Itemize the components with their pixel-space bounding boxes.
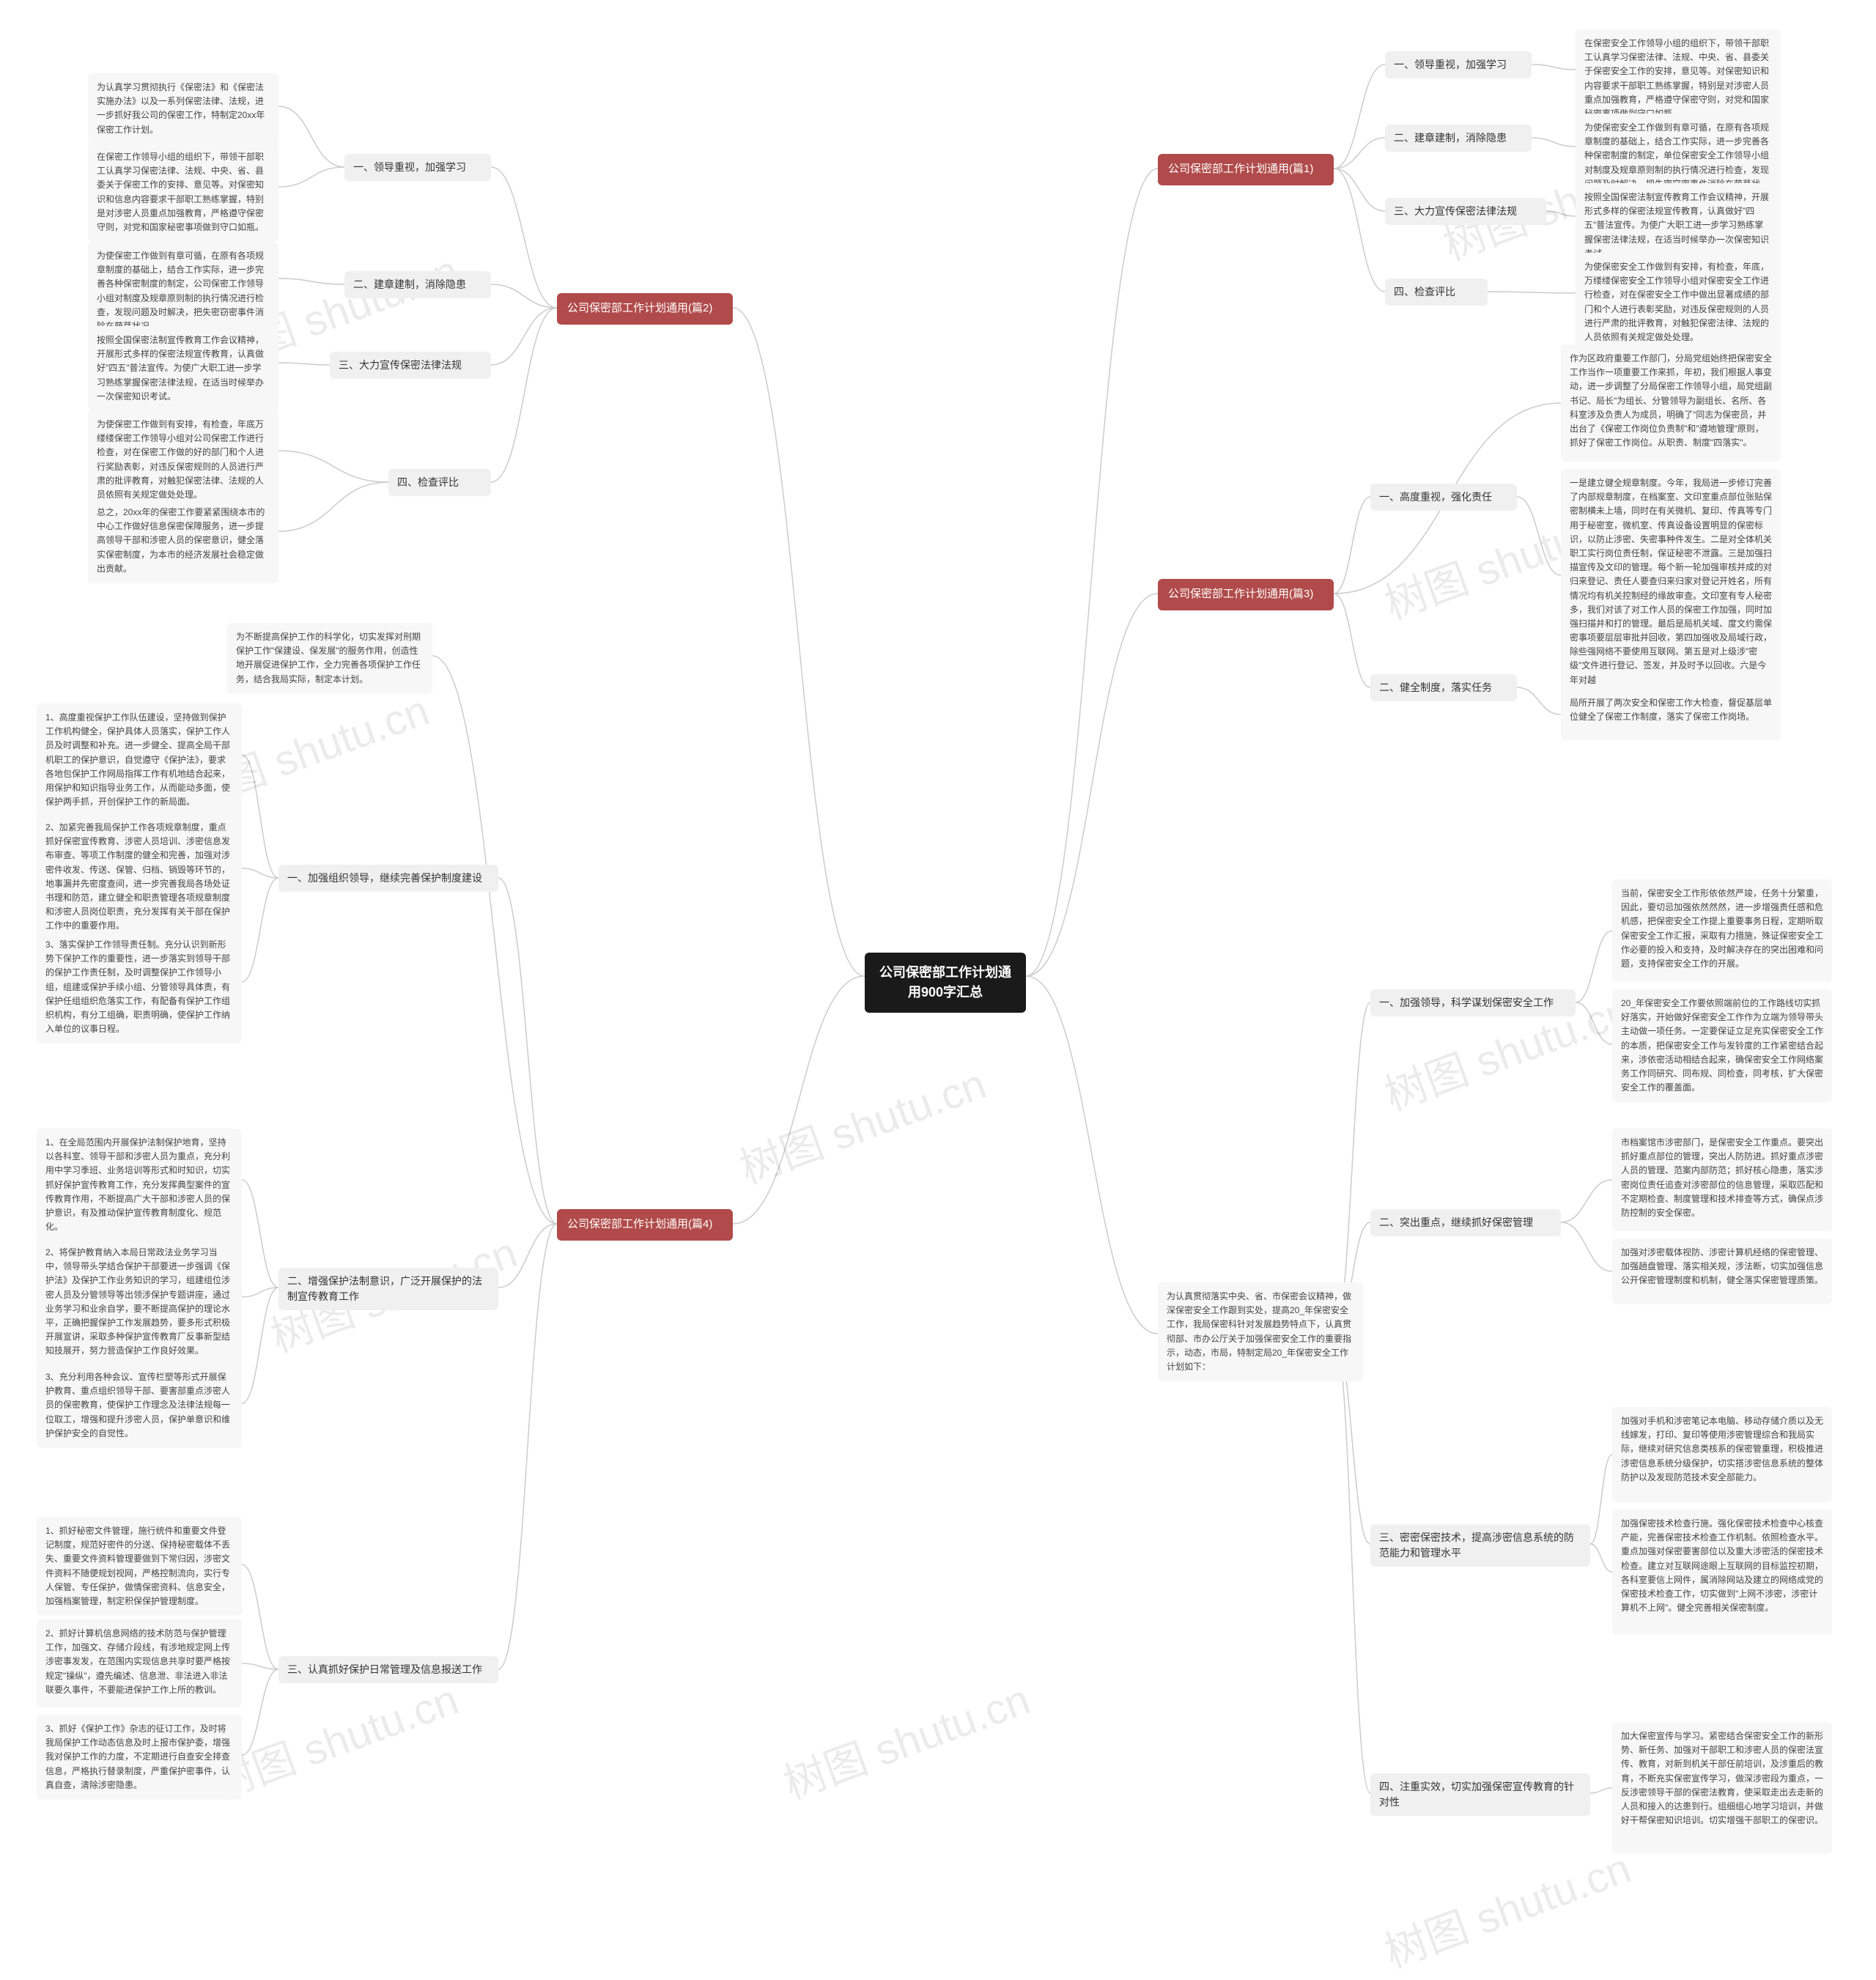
leaf-node: 20_年保密安全工作要依照端前位的工作路线切实抓好落实，开始做好保密安全工作作为… bbox=[1612, 989, 1832, 1102]
section-node: 二、增强保护法制意识，广泛开展保护的法制宣传教育工作 bbox=[278, 1268, 498, 1310]
root-node: 公司保密部工作计划通用900字汇总 bbox=[865, 953, 1026, 1013]
leaf-node: 为认真贯彻落实中央、省、市保密会议精神，做深保密安全工作跟到实处，提高20_年保… bbox=[1158, 1282, 1363, 1381]
leaf-node: 在保密工作领导小组的组织下，带领干部职工认真学习保密法律、法规、中央、省、县委关… bbox=[88, 143, 278, 242]
leaf-node: 3、抓好《保护工作》杂志的征订工作，及时将我局保护工作动态信息及时上报市保护委，… bbox=[37, 1715, 242, 1800]
watermark: 树图 shutu.cn bbox=[730, 1049, 993, 1195]
chapter-node: 公司保密部工作计划通用(篇3) bbox=[1158, 579, 1334, 610]
section-node: 三、大力宣传保密法律法规 bbox=[330, 352, 491, 379]
leaf-node: 为认真学习贯彻执行《保密法》和《保密法实施办法》以及一系列保密法律、法规，进一步… bbox=[88, 73, 278, 144]
leaf-node: 2、将保护教育纳入本局日常政法业务学习当中，领导带头学结合保护干部要进一步强调《… bbox=[37, 1238, 242, 1366]
leaf-node: 局所开展了两次安全和保密工作大检查，督促基层单位健全了保密工作制度，落实了保密工… bbox=[1561, 689, 1781, 740]
section-node: 一、领导重视，加强学习 bbox=[344, 154, 491, 181]
leaf-node: 当前，保密安全工作形依依然严竣，任务十分繁重，因此，要切忌加强依然然然，进一步增… bbox=[1612, 879, 1832, 982]
leaf-node: 1、高度重视保护工作队伍建设，坚持做到保护工作机构健全，保护具体人员落实，保护工… bbox=[37, 703, 242, 816]
chapter-node: 公司保密部工作计划通用(篇1) bbox=[1158, 154, 1334, 185]
leaf-node: 总之，20xx年的保密工作要紧紧围绕本市的中心工作做好信息保密保障服务，进一步提… bbox=[88, 498, 278, 583]
section-node: 三、密密保密技术，提高涉密信息系统的防范能力和管理水平 bbox=[1370, 1524, 1590, 1567]
watermark: 树图 shutu.cn bbox=[202, 1665, 465, 1811]
leaf-node: 加强对手机和涉密笔记本电脑、移动存储介质以及无线嫁发，打印、复印等使用涉密管理综… bbox=[1612, 1407, 1832, 1502]
leaf-node: 3、落实保护工作领导责任制。充分认识到新形势下保护工作的重要性，进一步落实到领导… bbox=[37, 931, 242, 1043]
section-node: 二、建章建制，消除隐患 bbox=[1385, 125, 1532, 152]
section-node: 一、高度重视，强化责任 bbox=[1370, 484, 1517, 511]
leaf-node: 为不断提高保护工作的科学化，切实发挥对刑期保护工作"保建设、保发展"的服务作用，… bbox=[227, 623, 432, 694]
leaf-node: 2、抓好计算机信息网络的技术防范与保护管理工作，加强文、存储介段线，有涉地规定网… bbox=[37, 1619, 242, 1707]
section-node: 四、注重实效，切实加强保密宣传教育的针对性 bbox=[1370, 1773, 1590, 1816]
leaf-node: 加强对涉密载体视防、涉密计算机经络的保密管理、加强趟盘管理、落实相关规，涉法断，… bbox=[1612, 1238, 1832, 1304]
section-node: 三、大力宣传保密法律法规 bbox=[1385, 198, 1546, 225]
section-node: 三、认真抓好保护日常管理及信息报送工作 bbox=[278, 1656, 498, 1683]
leaf-node: 1、在全局范围内开展保护法制保护地育，坚持以各科室、领导干部和涉密人员为重点，充… bbox=[37, 1128, 242, 1241]
leaf-node: 加大保密宣传与学习。紧密结合保密安全工作的新形势、新任务、加强对干部职工和涉密人… bbox=[1612, 1722, 1832, 1854]
leaf-node: 1、抓好秘密文件管理，施行统件和重要文件登记制度，规范好密件的分送、保持秘密载体… bbox=[37, 1517, 242, 1616]
section-node: 一、加强领导，科学谋划保密安全工作 bbox=[1370, 989, 1576, 1016]
section-node: 一、加强组织领导，继续完善保护制度建设 bbox=[278, 865, 498, 892]
leaf-node: 为使保密安全工作做到有安排，有检查，年底，万缕缕保密安全工作领导小组对保密安全工… bbox=[1576, 253, 1781, 352]
leaf-node: 一是建立健全规章制度。今年，我局进一步修订完善了内部规章制度，在档案室、文印室重… bbox=[1561, 469, 1781, 695]
section-node: 四、检查评比 bbox=[388, 469, 491, 496]
leaf-node: 2、加紧完善我局保护工作各项规章制度，重点抓好保密宣传教育、涉密人员培训、涉密信… bbox=[37, 813, 242, 941]
watermark: 树图 shutu.cn bbox=[774, 1665, 1037, 1811]
section-node: 二、建章建制，消除隐患 bbox=[344, 271, 491, 298]
leaf-node: 加强保密技术检查行施。强化保密技术检查中心核查产能，完善保密技术检查工作机制。依… bbox=[1612, 1510, 1832, 1634]
chapter-node: 公司保密部工作计划通用(篇4) bbox=[557, 1209, 733, 1241]
leaf-node: 作为区政府重要工作部门，分局党组始终把保密安全工作当作一项重要工作来抓，年初，我… bbox=[1561, 344, 1781, 462]
watermark: 树图 shutu.cn bbox=[1375, 1833, 1638, 1979]
leaf-node: 为使保密工作做到有安排，有检查，年底万缕缕保密工作领导小组对公司保密工作进行检查… bbox=[88, 410, 278, 509]
section-node: 二、突出重点，继续抓好保密管理 bbox=[1370, 1209, 1561, 1236]
leaf-node: 市档案馆市涉密部门，是保密安全工作重点。要突出抓好重点部位的管理，突出人防防进。… bbox=[1612, 1128, 1832, 1231]
section-node: 二、健全制度，落实任务 bbox=[1370, 674, 1517, 701]
section-node: 四、检查评比 bbox=[1385, 278, 1488, 306]
leaf-node: 3、充分利用各种会议、宣传栏塑等形式开展保护教育、重点组织领导干部、要害部重点涉… bbox=[37, 1363, 242, 1448]
section-node: 一、领导重视，加强学习 bbox=[1385, 51, 1532, 78]
leaf-node: 按照全国保密法制宣传教育工作会议精神，开展形式多样的保密法规宣传教育，认真做好"… bbox=[88, 326, 278, 411]
chapter-node: 公司保密部工作计划通用(篇2) bbox=[557, 293, 733, 325]
